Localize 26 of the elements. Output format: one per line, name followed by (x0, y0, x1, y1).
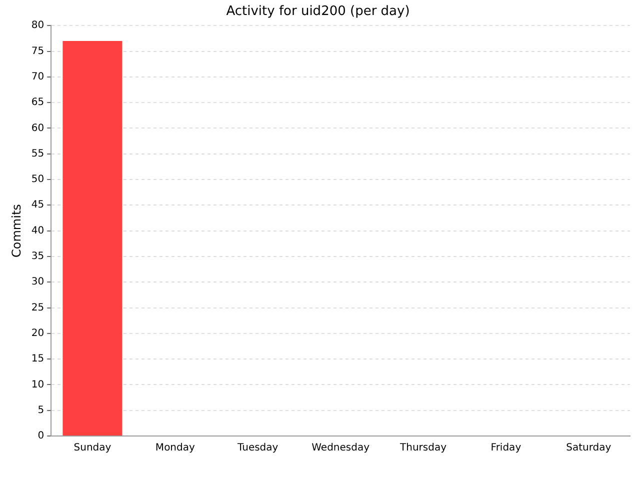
y-tick-label: 30 (31, 276, 44, 288)
y-tick-label: 40 (31, 225, 44, 236)
y-tick-label: 65 (31, 97, 44, 108)
y-tick-label: 60 (31, 122, 44, 134)
y-tick-label: 55 (31, 148, 44, 160)
y-tick-label: 35 (31, 251, 44, 262)
chart-title: Activity for uid200 (per day) (226, 4, 410, 20)
x-tick-label: Tuesday (236, 442, 278, 454)
x-tick-label: Sunday (74, 442, 112, 454)
x-tick-label: Friday (490, 442, 522, 454)
x-tick-label: Wednesday (312, 442, 370, 454)
x-tick-label: Thursday (399, 442, 447, 454)
y-tick-label: 50 (31, 174, 44, 186)
x-tick-label: Saturday (566, 442, 612, 454)
y-tick-label: 45 (31, 200, 44, 211)
y-axis-title: Commits (9, 204, 24, 258)
x-tick-label: Monday (155, 442, 195, 454)
y-tick-label: 20 (31, 328, 44, 339)
y-tick-label: 0 (38, 430, 44, 442)
y-tick-label: 70 (31, 71, 44, 82)
y-tick-label: 80 (31, 20, 44, 32)
y-tick-label: 75 (31, 46, 44, 57)
y-tick-label: 25 (31, 302, 44, 314)
y-tick-label: 5 (38, 404, 44, 416)
y-tick-label: 15 (31, 354, 44, 365)
y-tick-label: 10 (31, 379, 44, 390)
